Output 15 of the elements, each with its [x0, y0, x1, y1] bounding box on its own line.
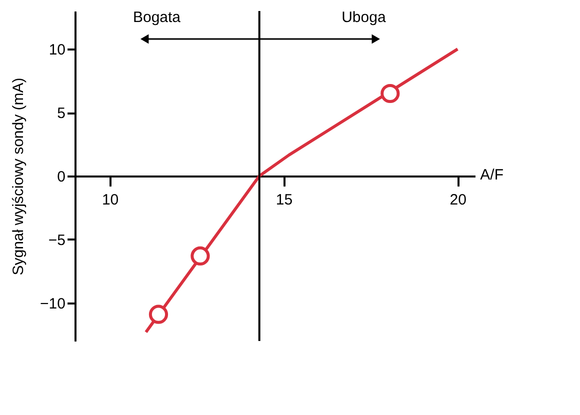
- annotation: Uboga: [342, 9, 386, 26]
- point: [190, 246, 210, 266]
- x-axis-title: A/F: [480, 166, 504, 184]
- annotation: Bogata: [132, 9, 182, 26]
- y-tick-label: 10: [48, 42, 66, 59]
- x-tick-label: 20: [450, 192, 466, 208]
- y-tick-label: −5: [48, 232, 66, 249]
- x-tick-label: 15: [276, 192, 293, 208]
- y-axis-title: Sygnał wyjściowy sondy (mA): [10, 78, 28, 276]
- point: [148, 304, 168, 324]
- point: [380, 84, 400, 104]
- y-tick-label: 0: [57, 168, 66, 186]
- y-tick-label: −10: [40, 295, 66, 312]
- x-tick-label: 10: [102, 192, 119, 208]
- y-tick-label: 5: [57, 105, 66, 122]
